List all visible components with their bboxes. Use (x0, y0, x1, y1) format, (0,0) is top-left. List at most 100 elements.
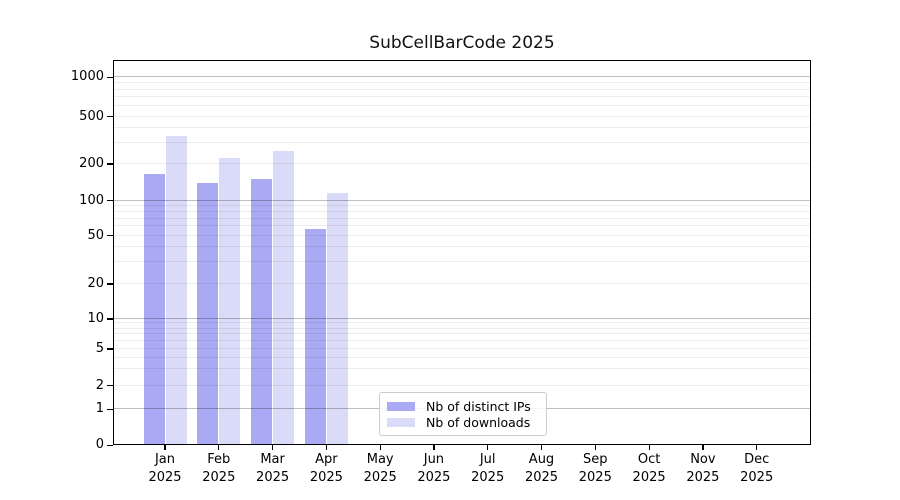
x-tick-mark-may-2025 (379, 445, 381, 450)
x-label-line: 2025 (309, 470, 343, 485)
x-label-line: 2025 (417, 470, 451, 485)
y-tick-label-10: 10 (87, 310, 104, 326)
x-label-line: 2025 (256, 470, 290, 485)
y-tick-mark-20 (107, 283, 113, 285)
x-label-jul-2025: Jul 2025 (456, 451, 520, 487)
gridline-minor-40 (113, 246, 811, 248)
x-tick-mark-dec-2025 (756, 445, 758, 450)
gridline-minor-400 (113, 127, 811, 128)
gridline-minor-9 (113, 322, 811, 324)
bar-nb-of-downloads-apr-2025 (326, 193, 348, 445)
gridline-minor-3 (113, 368, 811, 370)
x-label-line: 2025 (524, 470, 559, 485)
x-label-sep-2025: Sep 2025 (563, 451, 627, 487)
gridline-minor-200 (113, 162, 811, 164)
gridline-minor-4 (113, 356, 811, 358)
legend-swatch-nb-of-distinct-ips (387, 401, 415, 411)
y-tick-label-100: 100 (79, 192, 104, 208)
y-tick-mark-1 (107, 408, 113, 410)
bar-nb-of-distinct-ips-apr-2025 (304, 228, 326, 445)
bar-nb-of-distinct-ips-feb-2025 (197, 182, 219, 445)
x-label-line: Aug (528, 452, 555, 467)
gridline-minor-60 (113, 225, 811, 227)
gridline-minor-8 (113, 327, 811, 329)
x-label-line: Apr (315, 452, 338, 467)
x-label-line: Sep (583, 452, 608, 467)
gridline-minor-50 (113, 234, 811, 236)
plot-area (113, 60, 811, 445)
bar-nb-of-distinct-ips-jan-2025 (143, 174, 165, 445)
x-tick-mark-nov-2025 (702, 445, 704, 450)
x-tick-mark-apr-2025 (325, 445, 328, 450)
x-label-line: 2025 (363, 470, 397, 485)
gridline-major-10 (113, 317, 811, 319)
y-tick-label-5: 5 (95, 340, 104, 356)
x-tick-mark-jan-2025 (164, 445, 166, 450)
gridline-minor-6 (113, 339, 811, 341)
gridline-minor-70 (113, 217, 811, 219)
gridline-major-1000 (113, 76, 811, 77)
bar-nb-of-downloads-mar-2025 (273, 151, 295, 445)
x-label-jan-2025: Jan 2025 (133, 451, 197, 487)
x-label-feb-2025: Feb 2025 (187, 451, 251, 487)
y-tick-label-1: 1 (95, 401, 104, 416)
y-tick-mark-200 (107, 163, 113, 165)
y-tick-mark-0 (107, 444, 113, 446)
chart-title: SubCellBarCode 2025 (369, 33, 555, 53)
x-tick-mark-sep-2025 (594, 445, 596, 450)
gridline-minor-2 (113, 384, 811, 386)
legend-label: Nb of distinct IPs (426, 398, 531, 414)
y-tick-mark-10 (107, 318, 113, 320)
y-tick-mark-100 (107, 200, 113, 202)
x-label-line: Jun (423, 452, 445, 467)
gridline-minor-80 (113, 210, 811, 212)
x-label-line: 2025 (148, 470, 182, 485)
x-label-line: Jul (479, 452, 496, 467)
y-tick-label-1000: 1000 (70, 69, 104, 84)
legend-swatch-nb-of-downloads (387, 417, 415, 427)
y-tick-mark-1000 (107, 76, 113, 78)
x-label-line: 2025 (740, 470, 774, 485)
x-tick-mark-feb-2025 (218, 445, 220, 450)
x-label-nov-2025: Nov 2025 (671, 451, 735, 487)
x-tick-mark-jul-2025 (487, 445, 489, 450)
y-tick-label-500: 500 (79, 108, 104, 124)
gridline-major-100 (113, 199, 811, 201)
x-tick-mark-mar-2025 (272, 445, 274, 450)
x-label-line: 2025 (632, 470, 666, 485)
bar-nb-of-downloads-feb-2025 (219, 157, 241, 445)
y-tick-label-50: 50 (87, 227, 104, 243)
x-label-line: Mar (260, 452, 285, 467)
x-label-mar-2025: Mar 2025 (241, 451, 305, 487)
bar-nb-of-downloads-jan-2025 (165, 136, 187, 445)
x-label-line: May (366, 452, 394, 467)
gridline-minor-20 (113, 282, 811, 284)
gridline-minor-500 (113, 115, 811, 117)
x-label-line: 2025 (471, 470, 505, 485)
gridline-minor-30 (113, 261, 811, 263)
x-label-line: 2025 (578, 470, 612, 485)
legend-item-nb-of-downloads: Nb of downloads (387, 414, 538, 430)
x-label-line: Oct (637, 452, 661, 467)
x-tick-mark-jun-2025 (433, 445, 435, 450)
x-label-may-2025: May 2025 (348, 451, 412, 487)
legend: Nb of distinct IPs Nb of downloads (379, 392, 547, 436)
gridline-minor-800 (113, 88, 811, 90)
legend-label: Nb of downloads (426, 414, 531, 430)
y-tick-label-2: 2 (95, 377, 104, 393)
x-label-dec-2025: Dec 2025 (725, 451, 789, 487)
gridline-minor-900 (113, 82, 811, 83)
x-label-line: Jan (154, 452, 176, 467)
x-tick-mark-aug-2025 (540, 445, 543, 450)
x-label-line: Dec (744, 452, 770, 467)
y-tick-label-0: 0 (95, 437, 104, 452)
gridline-minor-5 (113, 347, 811, 349)
legend-item-nb-of-distinct-ips: Nb of distinct IPs (387, 398, 538, 414)
x-tick-mark-oct-2025 (648, 445, 650, 450)
y-tick-mark-5 (107, 348, 113, 350)
x-label-line: 2025 (686, 470, 720, 485)
x-label-line: 2025 (202, 470, 236, 485)
x-label-aug-2025: Aug 2025 (510, 451, 574, 487)
y-tick-label-200: 200 (79, 155, 104, 171)
